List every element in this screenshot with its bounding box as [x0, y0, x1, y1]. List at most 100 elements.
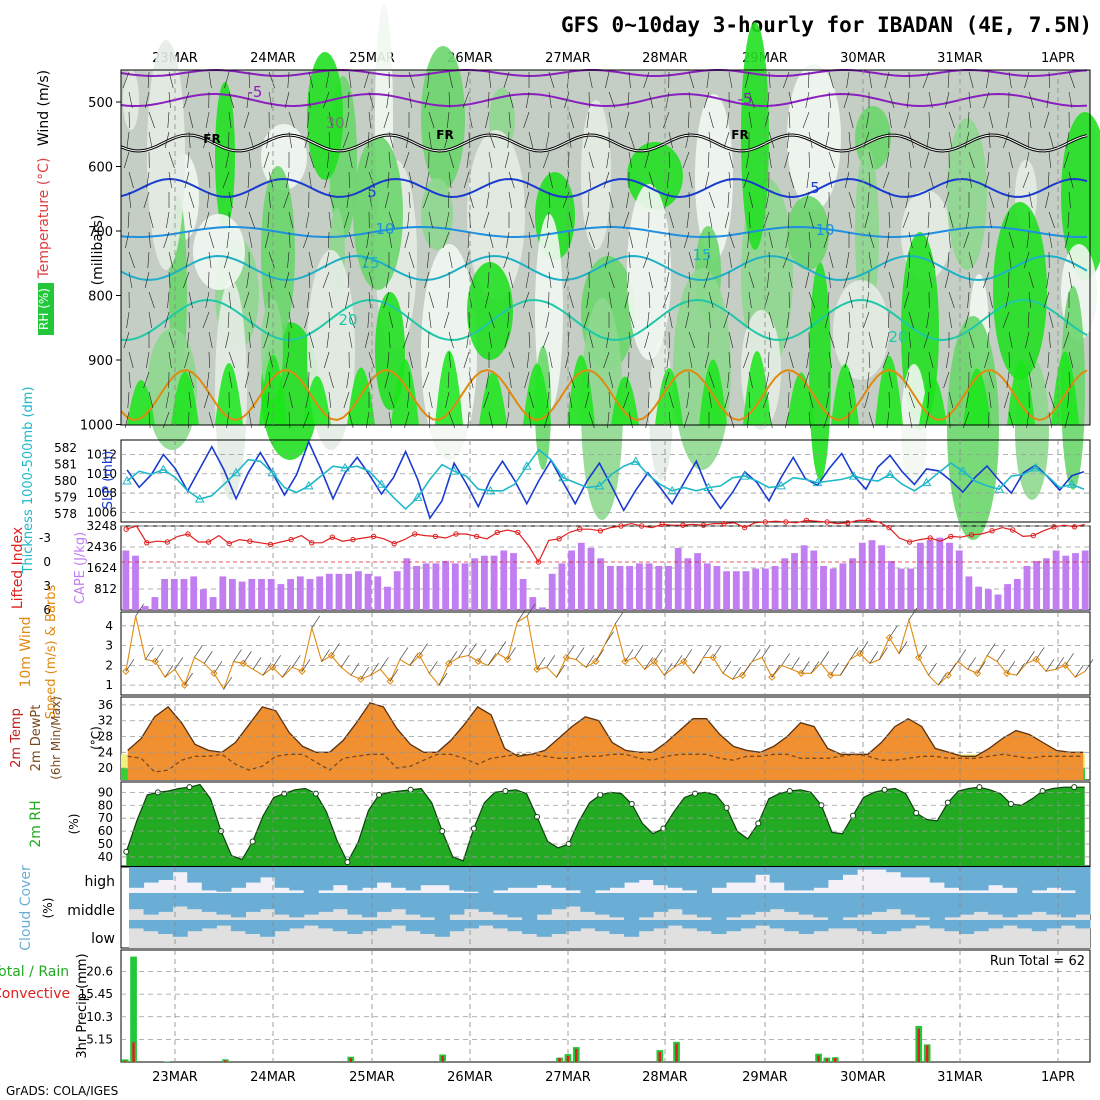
cloud-cover-cell: [129, 920, 145, 929]
wind-barb: [707, 151, 710, 169]
wind-barb: [847, 151, 850, 169]
thickness-tick-label: 579: [54, 490, 77, 504]
wind-barb: [703, 645, 712, 658]
wind-barb: [145, 91, 150, 109]
wind-barb: [406, 391, 410, 409]
cloud-cover-cell: [230, 867, 246, 888]
wind-barb: [987, 151, 990, 169]
wind-barb: [264, 231, 270, 249]
cloud-cover-cell: [536, 867, 552, 886]
wind-barb: [328, 311, 330, 329]
rh-tick-label: 90: [98, 785, 113, 799]
wind-barb: [748, 391, 751, 409]
lifted-index-marker: [473, 533, 480, 540]
cloud-cover-cell: [740, 893, 756, 915]
cape-bar: [180, 579, 188, 610]
cape-bar: [694, 553, 701, 610]
rh-marker: [881, 786, 888, 793]
wind-barb: [477, 649, 487, 662]
cloud-cover-cell: [318, 893, 334, 912]
wind-speed-marker: [1032, 655, 1040, 664]
wind-barb: [806, 171, 810, 189]
wind-barb: [228, 191, 233, 209]
wind-barb: [927, 391, 930, 409]
wind-barb: [503, 71, 510, 89]
wind-barb: [791, 657, 800, 670]
wind-barb: [225, 331, 230, 349]
cape-bar: [490, 555, 498, 610]
cape-bar: [1013, 579, 1021, 610]
rh-marker: [944, 799, 951, 806]
wind-barb: [764, 111, 770, 129]
wind-barb: [1025, 151, 1030, 169]
humidity-region-low: [567, 355, 595, 425]
lifted-index-marker: [968, 532, 975, 538]
wind-barb: [908, 171, 910, 189]
cape-bar: [229, 579, 236, 610]
cape-bar: [568, 550, 575, 610]
wind-barb: [468, 371, 474, 389]
wind-barb: [728, 331, 734, 349]
cloud-cover-cell: [522, 920, 538, 934]
cloud-cover-cell: [900, 867, 916, 878]
wind-barb: [243, 651, 252, 664]
cloud-cover-cell: [827, 920, 843, 929]
humidity-region-low: [963, 368, 991, 425]
wind-barb: [1008, 251, 1012, 269]
lifted-index-marker: [309, 540, 315, 546]
wind-barb: [546, 391, 550, 409]
cloud-cover-cell: [1002, 920, 1018, 926]
wind-barb: [466, 151, 470, 169]
wind-barb: [724, 211, 730, 229]
wind-barb: [346, 371, 350, 389]
wind-barb: [685, 131, 690, 149]
wind-barb: [808, 311, 813, 329]
wind-barb: [168, 351, 172, 369]
cape-bar: [345, 573, 353, 610]
wind-barb: [607, 231, 610, 249]
wind-barb: [765, 191, 770, 209]
wind-speed-marker: [239, 659, 248, 668]
cape-bar: [587, 547, 595, 610]
cloud-cover-cell: [988, 867, 1004, 886]
wind-barb: [967, 111, 970, 129]
wind-barb: [467, 231, 470, 249]
wind-barb: [708, 131, 712, 149]
cape-bar: [626, 566, 634, 610]
wind-barb: [687, 291, 690, 309]
wind-barb: [284, 271, 290, 289]
wind-barb: [688, 91, 692, 109]
wind-barb: [888, 371, 893, 389]
cloud-cover-cell: [667, 920, 683, 926]
wind-barb: [283, 371, 290, 389]
cape-bar: [393, 571, 401, 610]
wind-barb: [977, 661, 986, 674]
wind-barb: [866, 371, 870, 389]
wind-barb: [918, 645, 928, 658]
wind-barb: [682, 151, 690, 169]
wind-barb: [1075, 665, 1084, 678]
wind-barb: [487, 653, 497, 666]
wind-barb: [523, 291, 530, 309]
wind-barb: [226, 231, 230, 249]
cape-bar: [713, 566, 721, 610]
wind-barb: [419, 643, 428, 656]
wind-barb: [135, 603, 144, 617]
cloud-cover-cell: [682, 920, 698, 929]
humidity-region: [901, 364, 927, 490]
wind-barb: [628, 71, 631, 89]
wind-barb: [984, 351, 990, 369]
wind-speed-marker: [826, 671, 835, 679]
wind-barb: [202, 311, 210, 329]
wind-barb: [324, 171, 330, 189]
wind-barb: [1047, 171, 1050, 189]
wind-barb: [788, 291, 790, 309]
wind-barb: [848, 291, 854, 309]
wind-barb: [291, 655, 301, 668]
wind-barb: [562, 191, 570, 209]
wind-barb: [484, 291, 490, 309]
wind-barb: [685, 311, 690, 329]
wind-barb: [1005, 291, 1010, 309]
wind-barb: [768, 151, 772, 169]
rh-axis-label: 2m RH: [28, 800, 44, 847]
